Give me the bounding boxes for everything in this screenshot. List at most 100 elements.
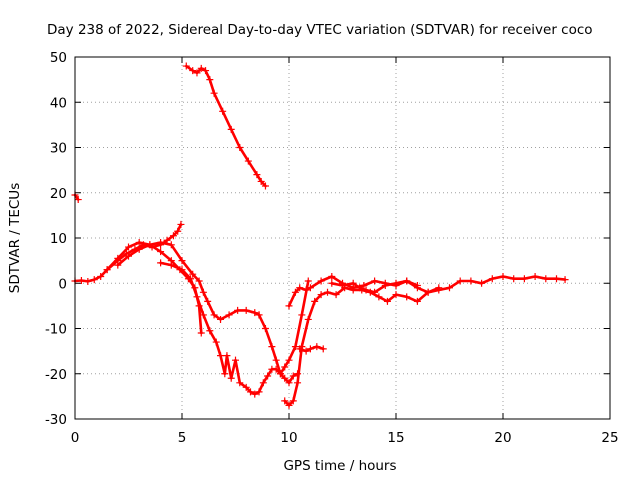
- y-tick-label: 0: [58, 276, 67, 292]
- data-point-marker: [206, 76, 214, 84]
- series-seg-g: [255, 277, 312, 378]
- series-seg-e: [182, 62, 269, 190]
- series-trace: [159, 261, 299, 396]
- data-point-marker: [349, 279, 357, 287]
- data-point-marker: [272, 356, 280, 364]
- data-point-marker: [383, 297, 391, 305]
- series-trace: [330, 279, 419, 294]
- y-tick-label: 50: [50, 50, 67, 66]
- data-point-marker: [236, 144, 244, 151]
- series-trace: [257, 279, 310, 376]
- data-point-marker: [232, 356, 239, 364]
- data-point-marker: [302, 286, 310, 294]
- data-point-marker: [167, 241, 175, 249]
- data-point-marker: [324, 288, 332, 296]
- data-point-marker: [189, 67, 197, 75]
- data-point-marker: [319, 345, 327, 353]
- data-point-marker: [212, 338, 220, 346]
- y-tick-label: 30: [50, 141, 67, 157]
- data-point-marker: [291, 343, 299, 351]
- data-point-marker: [499, 272, 507, 280]
- data-point-marker: [328, 272, 336, 280]
- data-point-marker: [217, 315, 225, 323]
- data-point-marker: [199, 311, 207, 319]
- data-point-marker: [289, 397, 297, 405]
- data-point-marker: [339, 282, 346, 290]
- data-point-marker: [510, 275, 518, 283]
- data-point-marker: [189, 270, 197, 278]
- data-point-marker: [193, 69, 201, 77]
- y-tick-label: 20: [50, 186, 67, 202]
- data-point-marker: [157, 239, 165, 247]
- data-point-marker: [219, 107, 227, 115]
- data-point-marker: [281, 397, 289, 405]
- data-point-marker: [199, 288, 207, 296]
- data-point-marker: [84, 277, 92, 285]
- data-point-marker: [403, 293, 411, 301]
- plot-frame: [74, 56, 611, 420]
- data-point-marker: [257, 177, 265, 185]
- data-point-marker: [289, 372, 297, 380]
- data-point-marker: [306, 345, 314, 353]
- data-point-marker: [268, 343, 276, 351]
- data-point-marker: [362, 286, 370, 294]
- data-point-marker: [197, 329, 205, 337]
- data-point-marker: [304, 277, 312, 285]
- x-tick-label: 15: [387, 430, 404, 446]
- data-point-marker: [285, 401, 293, 409]
- data-point-marker: [313, 343, 321, 351]
- data-point-marker: [206, 327, 214, 335]
- data-point-marker: [236, 379, 244, 387]
- data-point-marker: [332, 291, 340, 299]
- data-point-marker: [294, 379, 302, 387]
- data-point-marker: [542, 275, 550, 283]
- data-point-marker: [177, 220, 185, 228]
- data-point-marker: [488, 275, 496, 283]
- data-point-marker: [281, 363, 289, 371]
- data-point-marker: [281, 374, 289, 382]
- data-point-marker: [251, 309, 259, 317]
- data-point-marker: [193, 293, 201, 301]
- data-point-marker: [311, 297, 319, 305]
- y-tick-label: -10: [45, 322, 67, 338]
- series-seg-k: [328, 277, 421, 296]
- data-point-marker: [296, 345, 304, 353]
- series-seg-d: [114, 239, 263, 323]
- data-point-marker: [210, 89, 218, 97]
- data-point-marker: [375, 293, 383, 301]
- data-point-marker: [553, 275, 560, 283]
- data-point-marker: [244, 157, 252, 165]
- data-point-marker: [446, 284, 453, 292]
- data-point-marker: [169, 232, 177, 240]
- data-point-marker: [435, 286, 443, 294]
- data-point-marker: [392, 291, 400, 299]
- data-point-marker: [413, 297, 421, 305]
- data-point-marker: [182, 62, 190, 70]
- data-point-marker: [97, 272, 105, 280]
- data-point-marker: [146, 241, 154, 249]
- data-point-marker: [174, 227, 182, 235]
- data-point-marker: [298, 311, 306, 319]
- data-point-marker: [259, 379, 267, 387]
- data-point-marker: [371, 288, 379, 296]
- ticks-layer: 0 5 10 15 20 25 -30 -20 -10 0 10 20 30 40 50: [45, 50, 619, 446]
- data-point-marker: [424, 288, 432, 296]
- data-point-marker: [520, 275, 528, 283]
- data-point-marker: [403, 277, 411, 285]
- data-point-marker: [114, 261, 122, 269]
- data-point-marker: [285, 379, 293, 387]
- data-point-marker: [261, 182, 269, 190]
- data-point-marker: [413, 282, 421, 290]
- data-point-marker: [276, 370, 284, 378]
- data-point-marker: [381, 282, 389, 290]
- data-point-marker: [561, 276, 569, 284]
- data-point-marker: [103, 266, 111, 274]
- y-tick-label: -30: [45, 412, 67, 428]
- data-point-marker: [360, 282, 368, 290]
- data-point-marker: [74, 196, 82, 204]
- data-point-marker: [114, 254, 122, 262]
- data-point-marker: [285, 356, 293, 364]
- series-trace: [185, 64, 267, 188]
